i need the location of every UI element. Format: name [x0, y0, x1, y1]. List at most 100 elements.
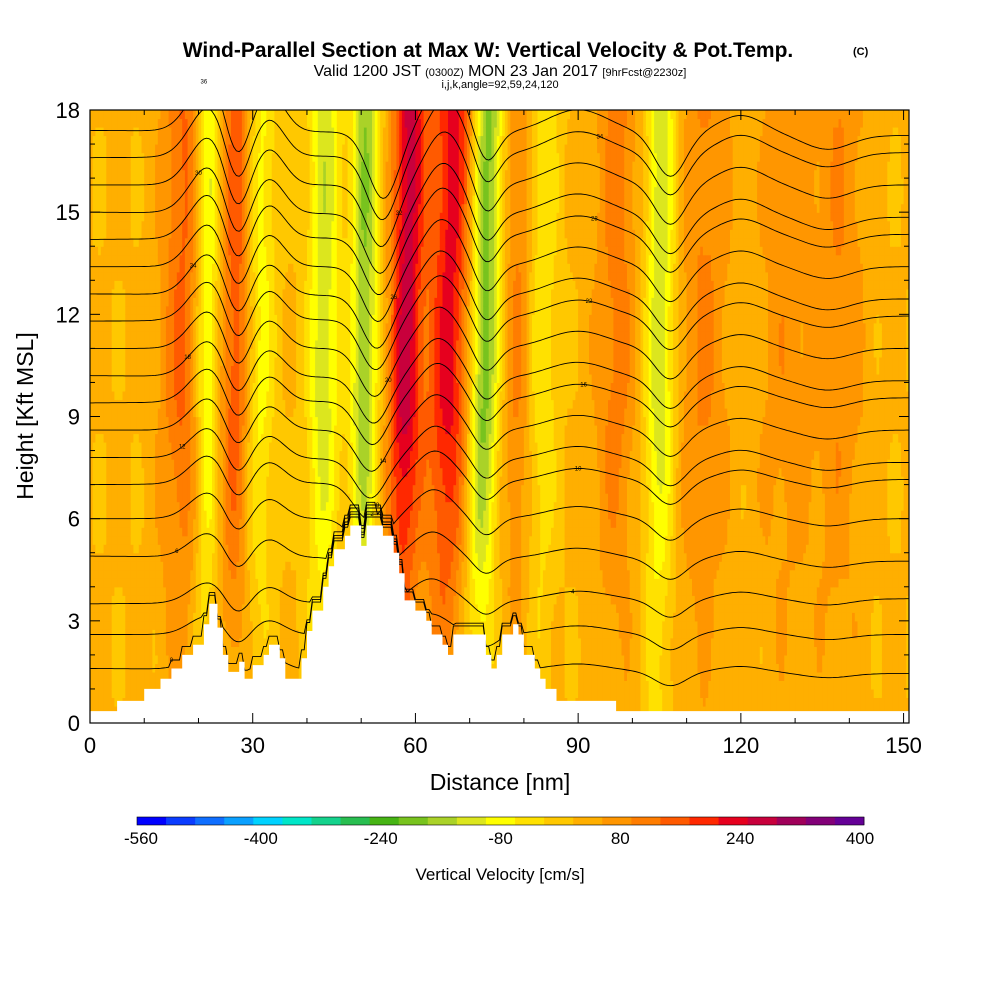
velocity-cell: [258, 186, 262, 196]
velocity-cell: [157, 322, 162, 332]
velocity-cell: [236, 544, 240, 554]
velocity-cell: [90, 288, 94, 298]
velocity-cell: [179, 118, 183, 128]
velocity-cell: [179, 527, 183, 537]
velocity-cell: [165, 467, 170, 477]
velocity-cell: [100, 246, 105, 256]
velocity-cell: [119, 416, 124, 426]
velocity-cell: [122, 263, 126, 273]
velocity-cell: [212, 297, 216, 307]
velocity-cell: [90, 305, 94, 315]
velocity-cell: [114, 169, 118, 179]
velocity-cell: [184, 442, 189, 452]
velocity-cell: [122, 433, 126, 443]
velocity-cell: [258, 161, 262, 171]
velocity-cell: [109, 501, 113, 511]
velocity-cell: [98, 408, 102, 418]
velocity-cell: [171, 493, 175, 503]
velocity-cell: [231, 535, 235, 545]
velocity-cell: [225, 195, 229, 205]
velocity-cell: [106, 467, 110, 477]
velocity-cell: [133, 663, 137, 673]
velocity-cell: [203, 178, 208, 188]
velocity-cell: [114, 688, 118, 698]
velocity-cell: [163, 654, 167, 664]
velocity-cell: [228, 382, 232, 392]
velocity-cell: [260, 135, 265, 145]
velocity-cell: [241, 442, 246, 452]
velocity-cell: [190, 501, 194, 511]
velocity-cell: [236, 620, 240, 630]
velocity-cell: [176, 629, 181, 639]
velocity-cell: [128, 348, 132, 358]
velocity-cell: [168, 637, 172, 647]
velocity-cell: [241, 288, 246, 298]
velocity-cell: [176, 280, 181, 290]
velocity-cell: [136, 459, 140, 469]
velocity-cell: [220, 365, 224, 375]
velocity-cell: [250, 195, 254, 205]
velocity-cell: [247, 246, 251, 256]
velocity-cell: [239, 391, 243, 401]
velocity-cell: [165, 518, 170, 528]
velocity-cell: [263, 135, 267, 145]
velocity-cell: [277, 561, 281, 571]
velocity-cell: [149, 484, 153, 494]
velocity-cell: [214, 271, 218, 281]
velocity-cell: [220, 331, 224, 341]
velocity-cell: [260, 118, 265, 128]
velocity-cell: [209, 110, 213, 120]
velocity-cell: [160, 408, 164, 418]
velocity-cell: [233, 484, 237, 494]
velocity-cell: [149, 203, 153, 213]
velocity-cell: [263, 263, 267, 273]
velocity-cell: [274, 254, 278, 264]
velocity-cell: [201, 161, 205, 171]
velocity-cell: [214, 493, 218, 503]
velocity-cell: [271, 161, 275, 171]
velocity-cell: [95, 263, 99, 273]
velocity-cell: [92, 263, 96, 273]
velocity-cell: [193, 373, 197, 383]
velocity-cell: [222, 646, 227, 656]
velocity-cell: [225, 484, 229, 494]
velocity-cell: [128, 314, 132, 324]
velocity-cell: [228, 603, 232, 613]
velocity-cell: [133, 254, 137, 264]
velocity-cell: [236, 203, 240, 213]
velocity-cell: [168, 663, 172, 673]
velocity-cell: [228, 365, 232, 375]
velocity-cell: [128, 178, 132, 188]
velocity-cell: [195, 535, 200, 545]
velocity-cell: [114, 569, 118, 579]
velocity-cell: [122, 229, 126, 239]
velocity-cell: [92, 578, 96, 588]
velocity-cell: [149, 637, 153, 647]
velocity-cell: [168, 654, 172, 664]
velocity-cell: [247, 544, 251, 554]
velocity-cell: [165, 391, 170, 401]
velocity-cell: [252, 186, 256, 196]
velocity-cell: [231, 280, 235, 290]
velocity-cell: [195, 271, 200, 281]
velocity-cell: [122, 671, 126, 681]
velocity-cell: [109, 382, 113, 392]
velocity-cell: [247, 595, 251, 605]
velocity-cell: [271, 629, 275, 639]
velocity-cell: [119, 433, 124, 443]
velocity-cell: [179, 373, 183, 383]
velocity-cell: [138, 578, 143, 588]
velocity-cell: [144, 237, 148, 247]
velocity-cell: [155, 314, 159, 324]
velocity-cell: [90, 442, 94, 452]
velocity-cell: [152, 152, 156, 162]
velocity-cell: [252, 561, 256, 571]
velocity-cell: [209, 220, 213, 230]
velocity-cell: [182, 339, 186, 349]
velocity-cell: [106, 348, 110, 358]
velocity-cell: [250, 586, 254, 596]
velocity-cell: [182, 620, 186, 630]
velocity-cell: [193, 603, 197, 613]
velocity-cell: [109, 620, 113, 630]
velocity-cell: [147, 280, 151, 290]
